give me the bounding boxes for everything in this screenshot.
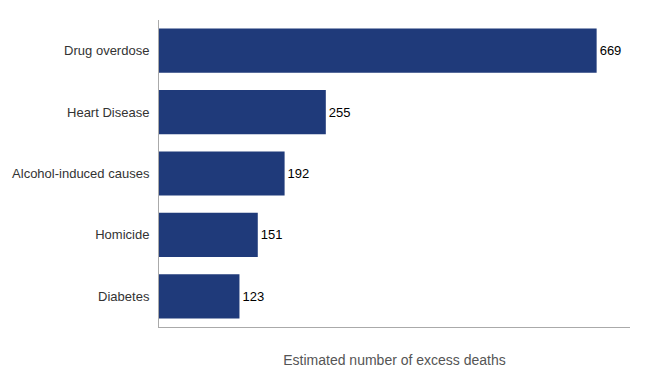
svg-text:Alcohol-induced causes: Alcohol-induced causes [12,166,150,181]
svg-text:Heart Disease: Heart Disease [67,105,149,120]
svg-text:Estimated number of excess dea: Estimated number of excess deaths [283,352,506,368]
svg-text:151: 151 [261,227,283,242]
svg-text:123: 123 [242,289,264,304]
svg-text:Drug overdose: Drug overdose [64,43,149,58]
svg-text:192: 192 [288,166,310,181]
svg-text:Diabetes: Diabetes [98,289,150,304]
svg-text:669: 669 [600,43,622,58]
svg-text:255: 255 [329,105,351,120]
svg-text:Homicide: Homicide [95,227,149,242]
